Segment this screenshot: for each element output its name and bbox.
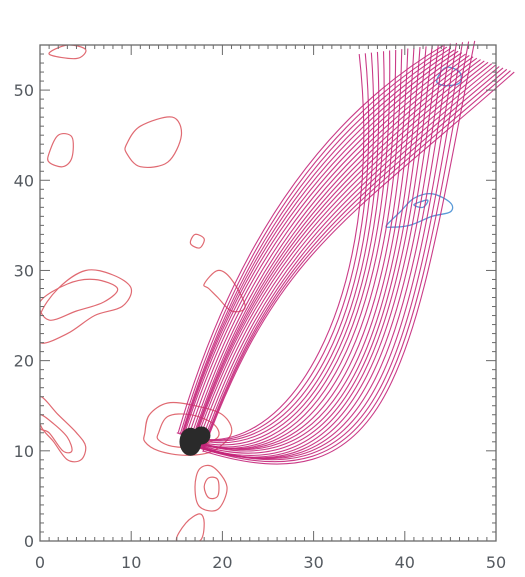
- negative-contour-upper-right-blob: [436, 66, 462, 87]
- positive-contour-small-patch-b: [124, 116, 183, 168]
- y-tick-label: 40: [14, 171, 34, 190]
- positive-contour-small-patch-a: [47, 132, 74, 168]
- field-line: [202, 42, 464, 461]
- field-line: [177, 45, 444, 433]
- positive-contour-source-ring-2: [156, 413, 220, 448]
- positive-contour-bottom-edge: [175, 513, 205, 541]
- x-tick-label: 20: [212, 553, 232, 572]
- y-tick-label: 10: [14, 442, 34, 461]
- field-line: [200, 42, 458, 460]
- x-tick-labels: 0 10 20 30 40 50: [35, 553, 506, 572]
- field-line: [193, 44, 439, 458]
- y-tick-label: 0: [24, 532, 34, 551]
- positive-contour-top-edge: [48, 45, 87, 60]
- field-line: [198, 66, 500, 447]
- y-tick-label: 30: [14, 261, 34, 280]
- field-line: [191, 59, 481, 442]
- field-line: [202, 41, 470, 463]
- positive-contour-left-lobe-inner: [40, 278, 119, 321]
- field-line: [184, 53, 466, 440]
- positive-contour-lower-patch-inner: [203, 476, 220, 500]
- contour-layer: [40, 45, 462, 541]
- field-line: [181, 49, 455, 436]
- field-line: [196, 64, 496, 447]
- positive-contour-small-patch-c: [189, 233, 205, 249]
- field-line: [191, 60, 485, 445]
- field-line-layer: [176, 40, 515, 465]
- field-line: [181, 48, 451, 435]
- field-line: [182, 50, 391, 448]
- field-line: [189, 56, 474, 440]
- y-tick-label: 20: [14, 352, 34, 371]
- field-line: [202, 70, 511, 451]
- x-tick-label: 30: [303, 553, 323, 572]
- field-line: [202, 71, 515, 452]
- field-line: [186, 54, 470, 440]
- positive-contour-lower-patch: [194, 464, 228, 512]
- field-line: [185, 49, 403, 450]
- footpoint-layer: [179, 426, 211, 456]
- field-line: [181, 51, 385, 446]
- field-line: [183, 49, 397, 449]
- field-line: [179, 53, 370, 441]
- field-line: [201, 67, 504, 447]
- field-line: [182, 52, 463, 440]
- field-line: [202, 68, 508, 449]
- field-line: [202, 40, 476, 465]
- field-line: [181, 50, 459, 438]
- field-line: [181, 51, 380, 444]
- field-line: [180, 46, 448, 434]
- field-line: [191, 57, 478, 441]
- tick-marks: [39, 44, 497, 542]
- field-line: [176, 53, 365, 441]
- x-tick-label: 50: [486, 553, 506, 572]
- x-tick-label: 40: [395, 553, 415, 572]
- x-tick-label: 10: [121, 553, 141, 572]
- y-tick-labels: 0 10 20 30 40 50: [14, 81, 34, 551]
- field-line: [188, 48, 409, 450]
- positive-contour-left-lobe-outer: [40, 269, 133, 344]
- field-line: [192, 45, 433, 456]
- field-line: [193, 63, 493, 447]
- y-tick-label: 50: [14, 81, 34, 100]
- positive-contour-source-ring-1: [143, 401, 233, 456]
- field-line: [181, 52, 375, 442]
- footpoint-blob-core: [192, 426, 211, 445]
- field-line: [192, 61, 489, 446]
- x-tick-label: 0: [35, 553, 45, 572]
